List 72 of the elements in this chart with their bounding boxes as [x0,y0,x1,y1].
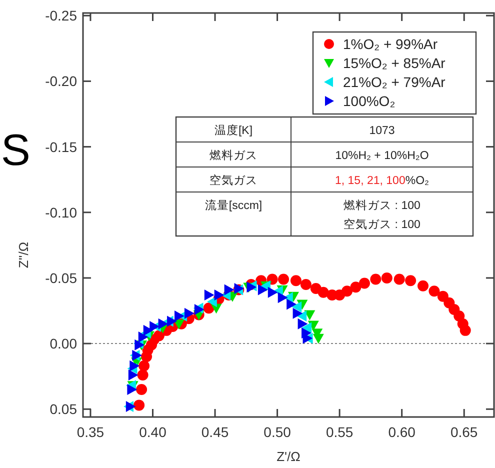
annotation: 燃料ガス : 100 [344,199,420,212]
point [167,316,177,327]
annotation: 流量[sccm] [204,198,262,212]
point [158,318,168,330]
annotation: 温度[K] [214,123,253,137]
legend-label: 1%O₂ + 99%Ar [343,36,438,52]
point [381,272,392,284]
point [298,318,308,330]
legend-label: 21%O₂ + 79%Ar [343,74,446,90]
point [312,334,324,344]
point [292,308,303,319]
y-tick-label: -0.10 [45,204,78,220]
legend-label: 100%O₂ [343,93,396,109]
y-tick-label: -0.05 [45,270,78,286]
point [278,274,290,285]
point [292,301,302,312]
x-tick-label: 0.40 [139,424,167,440]
point [405,275,416,286]
point [302,322,312,334]
point [214,290,224,301]
point [224,284,234,296]
point [184,308,194,319]
point [268,286,278,298]
annotation: 10%H₂ + 10%H₂O [335,150,429,162]
point [278,292,288,304]
point [286,298,296,310]
y-tick-label: -0.25 [45,8,78,24]
point [418,280,429,292]
point [296,310,307,322]
point [350,282,362,293]
point [318,286,329,298]
annotation: 1, 15, 21, 100%O₂ [335,175,429,187]
y-axis-title: Z''/Ω [16,242,31,268]
point [300,279,312,290]
point [266,274,278,285]
x-tick-label: 0.65 [450,424,478,440]
y-tick-label: 0.05 [50,401,78,418]
x-axis-title: Z'/Ω [276,449,301,464]
point [136,384,148,395]
point [138,331,148,342]
point [204,290,214,301]
point [137,370,148,381]
y-tick-label: -0.15 [45,138,78,155]
x-tick-label: 0.60 [388,424,416,440]
annotation: 燃料ガス [210,149,258,162]
point [138,360,150,372]
point [428,286,440,297]
y-tick-label: -0.20 [45,73,78,90]
annotation: 1073 [369,125,395,137]
x-tick-label: 0.35 [76,424,104,440]
text: S [1,126,30,175]
point [132,350,142,361]
point [290,275,302,286]
point [342,286,353,297]
point [258,284,268,296]
point [127,384,138,395]
point [134,400,145,411]
x-tick-label: 0.45 [201,424,229,440]
point [130,360,140,372]
legend-label: 15%O₂ + 85%Ar [343,55,446,71]
point [174,310,184,322]
x-tick-label: 0.50 [264,424,292,440]
point [370,274,382,285]
point [128,370,138,381]
annotation: 空気ガス : 100 [344,217,420,231]
point [460,324,471,336]
x-tick-label: 0.55 [326,424,354,440]
point [394,274,405,285]
y-tick-label: 0.00 [50,336,78,352]
point [358,278,370,289]
point [126,401,136,412]
annotation: 空気ガス [210,173,258,187]
